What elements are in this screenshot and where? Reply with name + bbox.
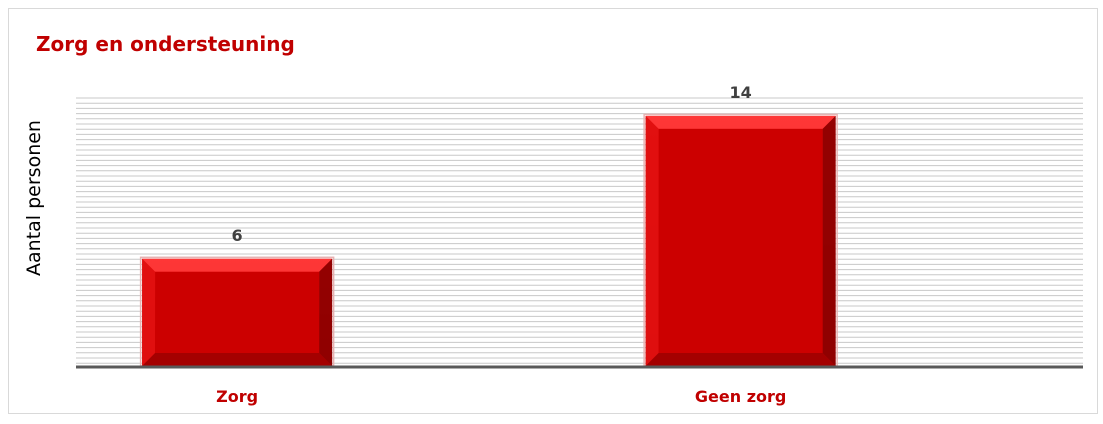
bars [139,113,838,367]
data-label: 6 [232,226,243,245]
chart-title: Zorg en ondersteuning [36,32,295,56]
bar-zorg [139,256,335,367]
bar-geen-zorg [643,113,838,367]
category-label: Zorg [216,387,258,406]
labels: 6 Zorg 14 Geen zorg [216,83,786,406]
data-label: 14 [729,83,751,102]
category-label: Geen zorg [695,387,786,406]
